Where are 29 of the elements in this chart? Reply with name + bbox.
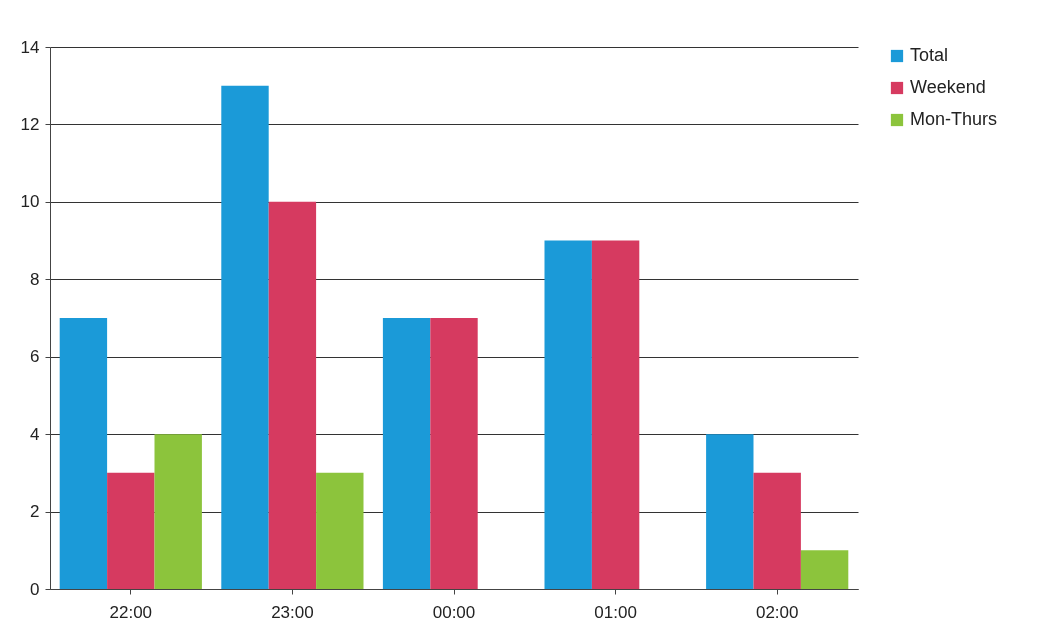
bar	[154, 434, 202, 589]
x-tick-label: 22:00	[109, 602, 153, 622]
bar	[544, 240, 592, 589]
y-tick-label: 8	[30, 269, 40, 289]
y-tick-label: 4	[30, 424, 40, 444]
bar	[107, 472, 155, 589]
x-tick-label: 00:00	[432, 602, 476, 622]
bar	[800, 550, 849, 589]
bar	[706, 434, 754, 589]
bar	[430, 318, 478, 589]
y-tick-label: 10	[20, 192, 40, 212]
x-tick-label: 01:00	[594, 602, 637, 622]
bar	[591, 240, 640, 589]
legend-label: Total	[910, 45, 949, 65]
bar	[268, 201, 317, 589]
bar	[316, 472, 364, 589]
bar	[382, 318, 431, 589]
y-tick-label: 0	[30, 579, 40, 599]
legend-label: Mon-Thurs	[910, 109, 998, 129]
y-tick-label: 2	[30, 502, 40, 522]
y-tick-label: 14	[20, 37, 40, 57]
x-tick-label: 23:00	[271, 602, 314, 622]
legend-label: Weekend	[910, 77, 986, 97]
x-tick-label: 02:00	[755, 602, 799, 622]
bar	[59, 318, 108, 589]
y-tick-label: 6	[30, 347, 40, 367]
bar	[221, 85, 269, 589]
y-tick-label: 12	[20, 114, 40, 134]
bar	[753, 472, 801, 589]
